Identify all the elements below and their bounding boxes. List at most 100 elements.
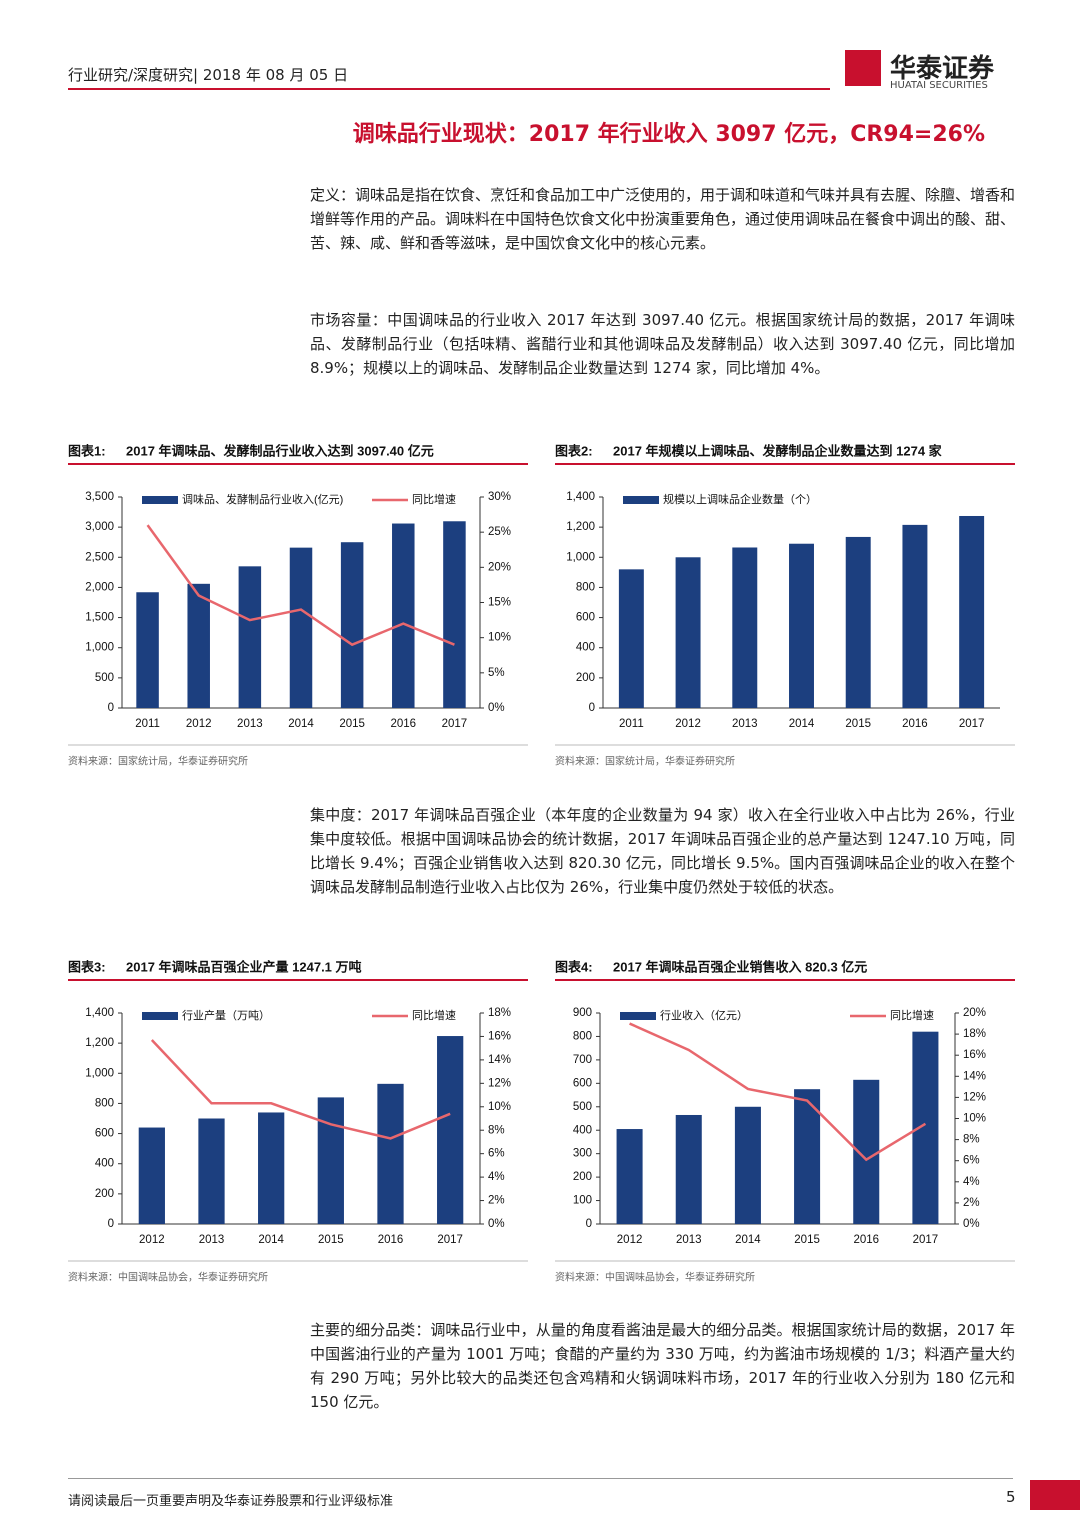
y-tick-label: 300 (573, 1148, 592, 1160)
x-tick-label: 2016 (378, 1234, 404, 1246)
logo-en: HUATAI SECURITIES (890, 80, 988, 91)
chart: 图表3: 2017 年调味品百强企业产量 1247.1 万吨资料来源：中国调味品协… (68, 959, 528, 1284)
y-tick-label: 0 (108, 702, 114, 714)
y2-tick-label: 16% (488, 1030, 511, 1042)
y2-tick-label: 14% (488, 1054, 511, 1066)
y2-tick-label: 2% (488, 1195, 505, 1207)
bar (340, 542, 364, 708)
y2-tick-label: 25% (488, 526, 511, 538)
y2-tick-label: 0% (963, 1218, 980, 1230)
footer-rule (68, 1478, 1013, 1479)
legend-label: 同比增速 (890, 1008, 934, 1022)
chart-label: 图表3: (68, 959, 106, 974)
legend-label: 规模以上调味品企业数量（个） (663, 492, 817, 506)
header-text: 行业研究/深度研究| 2018 年 08 月 05 日 (68, 66, 349, 84)
y2-tick-label: 5% (488, 667, 505, 679)
paragraph: 定义：调味品是指在饮食、烹饪和食品加工中广泛使用的，用于调和味道和气味并具有去腥… (310, 186, 1016, 252)
x-tick-label: 2016 (902, 718, 928, 730)
logo-icon (845, 50, 881, 86)
y2-tick-label: 12% (488, 1077, 511, 1089)
y2-tick-label: 30% (488, 491, 511, 503)
bar (258, 1112, 285, 1224)
logo: 华泰证券 (890, 54, 995, 84)
legend-marker (623, 496, 659, 504)
y-tick-label: 600 (573, 1077, 592, 1089)
y-tick-label: 1,200 (85, 1037, 114, 1049)
y2-tick-label: 10% (488, 632, 511, 644)
x-tick-label: 2014 (258, 1234, 284, 1246)
x-tick-label: 2013 (237, 718, 263, 730)
y-tick-label: 2,000 (85, 581, 114, 593)
bar (616, 1129, 643, 1224)
y-tick-label: 1,000 (85, 642, 114, 654)
x-tick-label: 2011 (619, 718, 644, 730)
y2-tick-label: 4% (488, 1171, 505, 1183)
x-tick-label: 2014 (789, 718, 815, 730)
y2-tick-label: 2% (963, 1197, 980, 1209)
bar (437, 1036, 464, 1224)
bar (136, 592, 159, 708)
bar (392, 523, 415, 708)
y-tick-label: 600 (576, 612, 595, 624)
bar (618, 569, 644, 708)
y2-tick-label: 10% (963, 1113, 986, 1125)
y-tick-label: 400 (576, 642, 595, 654)
y2-tick-label: 14% (963, 1070, 986, 1082)
x-tick-label: 2017 (442, 718, 468, 730)
chart-title: 2017 年调味品百强企业产量 1247.1 万吨 (126, 959, 362, 974)
y-tick-label: 900 (573, 1007, 592, 1019)
line (150, 1039, 451, 1140)
chart-source: 资料来源：国家统计局，华泰证券研究所 (68, 755, 248, 768)
x-tick-label: 2013 (732, 718, 758, 730)
y2-tick-label: 20% (963, 1007, 986, 1019)
bar (187, 583, 210, 708)
y2-tick-label: 6% (488, 1148, 505, 1160)
y-tick-label: 400 (573, 1124, 592, 1136)
chart: 图表1: 2017 年调味品、发酵制品行业收入达到 3097.40 亿元资料来源：… (68, 443, 528, 768)
y-tick-label: 0 (108, 1218, 114, 1230)
y2-tick-label: 15% (488, 597, 511, 609)
y-tick-label: 1,200 (566, 521, 595, 533)
y-tick-label: 800 (573, 1030, 592, 1042)
paragraph: 市场容量：中国调味品的行业收入 2017 年达到 3097.40 亿元。根据国家… (310, 311, 1015, 377)
paragraph: 主要的细分品类：调味品行业中，从量的角度看酱油是最大的细分品类。根据国家统计局的… (310, 1321, 1015, 1411)
y2-tick-label: 0% (488, 702, 505, 714)
y-tick-label: 200 (573, 1171, 592, 1183)
y-tick-label: 1,500 (85, 612, 114, 624)
bar (845, 536, 871, 708)
bar (238, 566, 262, 708)
x-tick-label: 2015 (339, 718, 365, 730)
y2-tick-label: 18% (488, 1007, 511, 1019)
page-tab (1030, 1480, 1080, 1510)
legend-marker (142, 496, 178, 504)
y-tick-label: 0 (586, 1218, 592, 1230)
x-tick-label: 2017 (913, 1234, 939, 1246)
x-tick-label: 2017 (437, 1234, 463, 1246)
y-tick-label: 600 (95, 1128, 114, 1140)
x-tick-label: 2012 (186, 718, 212, 730)
bar (443, 521, 466, 708)
bar (734, 1106, 761, 1224)
legend-marker (620, 1012, 656, 1020)
bar (794, 1089, 821, 1224)
x-tick-label: 2012 (139, 1234, 165, 1246)
y2-tick-label: 6% (963, 1155, 980, 1167)
y-tick-label: 400 (95, 1158, 114, 1170)
bar (959, 515, 985, 708)
y2-tick-label: 8% (488, 1124, 505, 1136)
chart-title: 2017 年调味品、发酵制品行业收入达到 3097.40 亿元 (126, 443, 434, 458)
legend-label: 行业收入（亿元） (660, 1008, 748, 1022)
bar (198, 1118, 225, 1224)
y-tick-label: 200 (576, 672, 595, 684)
bar (789, 543, 814, 708)
chart-title: 2017 年调味品百强企业销售收入 820.3 亿元 (613, 959, 867, 974)
y2-tick-label: 0% (488, 1218, 505, 1230)
x-tick-label: 2015 (794, 1234, 820, 1246)
legend-label: 同比增速 (412, 1008, 456, 1022)
legend-label: 调味品、发酵制品行业收入(亿元) (182, 492, 343, 506)
x-tick-label: 2017 (959, 718, 985, 730)
y-tick-label: 800 (576, 581, 595, 593)
x-tick-label: 2012 (675, 718, 701, 730)
chart-source: 资料来源：中国调味品协会，华泰证券研究所 (68, 1271, 268, 1284)
y2-tick-label: 8% (963, 1134, 980, 1146)
